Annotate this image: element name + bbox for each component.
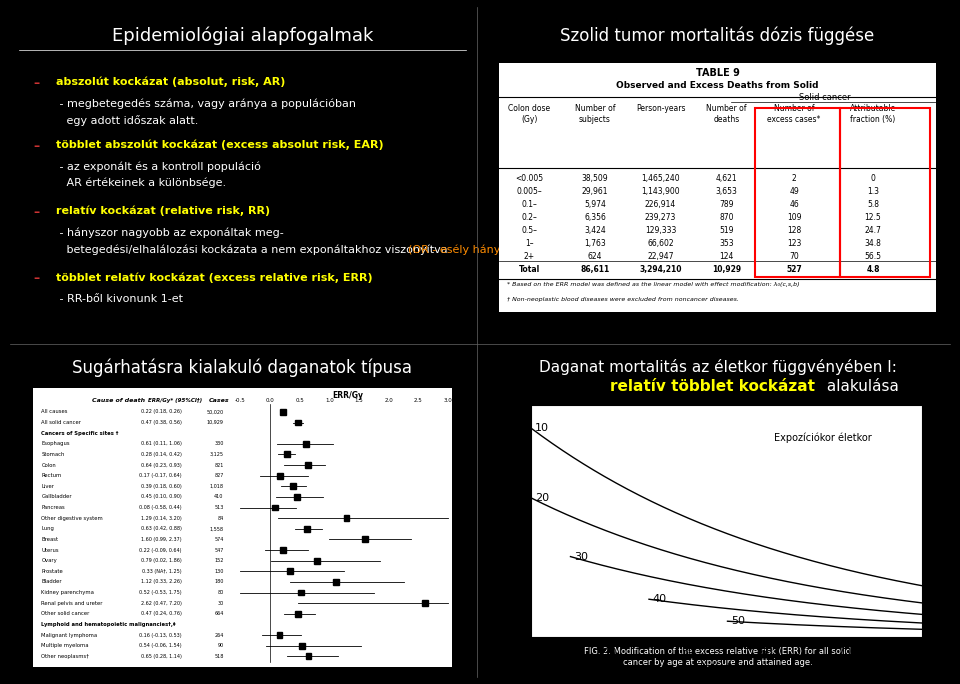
Text: Daganat mortalitás az életkor függvényében I:: Daganat mortalitás az életkor függvényéb… bbox=[539, 358, 897, 375]
Text: többlet abszolút kockázat (excess absolut risk, EAR): többlet abszolút kockázat (excess absolu… bbox=[57, 140, 384, 150]
Text: egy adott időszak alatt.: egy adott időszak alatt. bbox=[57, 115, 199, 126]
Text: - hányszor nagyobb az exponáltak meg-: - hányszor nagyobb az exponáltak meg- bbox=[57, 228, 284, 238]
Text: relatív kockázat (relative risk, RR): relatív kockázat (relative risk, RR) bbox=[57, 206, 271, 216]
Text: –: – bbox=[33, 206, 39, 219]
Text: Epidemiológiai alapfogalmak: Epidemiológiai alapfogalmak bbox=[111, 27, 373, 45]
Text: alakulása: alakulása bbox=[823, 378, 900, 393]
Text: abszolút kockázat (absolut, risk, AR): abszolút kockázat (absolut, risk, AR) bbox=[57, 77, 285, 87]
Bar bbox=[33, 389, 452, 667]
Bar bbox=[498, 63, 936, 312]
Text: (OR - esély hányados).: (OR - esély hányados). bbox=[408, 244, 535, 254]
Text: többlet relatív kockázat (excess relative risk, ERR): többlet relatív kockázat (excess relativ… bbox=[57, 272, 372, 282]
Text: –: – bbox=[33, 77, 39, 90]
Text: FIG. 2. Modification of the excess relative risk (ERR) for all solid
cancer by a: FIG. 2. Modification of the excess relat… bbox=[584, 647, 851, 667]
Text: Sugárhatásra kialakuló daganatok típusa: Sugárhatásra kialakuló daganatok típusa bbox=[72, 358, 413, 377]
Text: relatív többlet kockázat: relatív többlet kockázat bbox=[611, 378, 815, 393]
Text: –: – bbox=[33, 272, 39, 285]
Text: –: – bbox=[33, 140, 39, 153]
Text: betegedési/elhalálozási kockázata a nem exponáltakhoz viszonyítva: betegedési/elhalálozási kockázata a nem … bbox=[57, 244, 451, 254]
Text: AR értékeinek a különbsége.: AR értékeinek a különbsége. bbox=[57, 178, 227, 188]
Text: - az exponált és a kontroll populáció: - az exponált és a kontroll populáció bbox=[57, 161, 261, 172]
Text: - RR-ből kivonunk 1-et: - RR-ből kivonunk 1-et bbox=[57, 294, 183, 304]
Text: - megbetegedés száma, vagy aránya a populációban: - megbetegedés száma, vagy aránya a popu… bbox=[57, 98, 356, 109]
Text: Szolid tumor mortalitás dózis függése: Szolid tumor mortalitás dózis függése bbox=[561, 27, 875, 45]
